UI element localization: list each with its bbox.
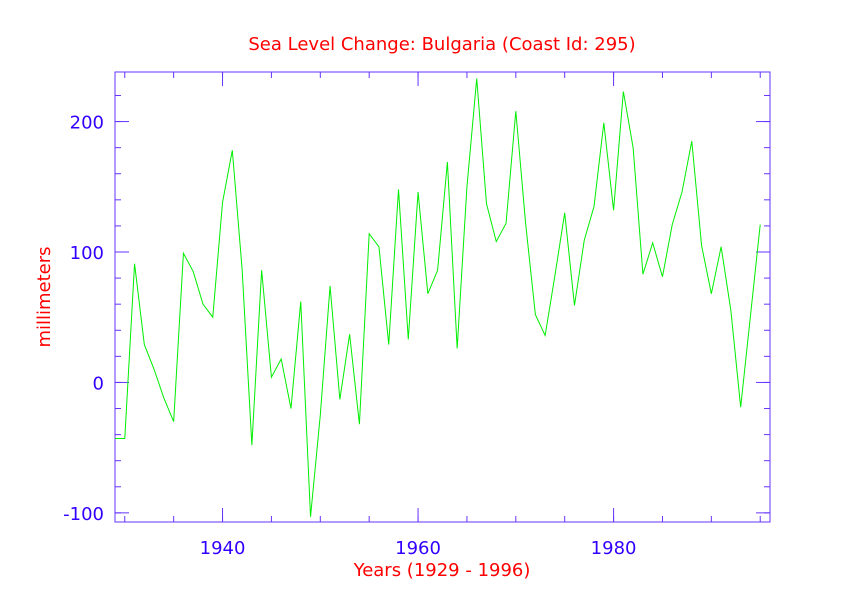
y-tick-label: 100 (70, 243, 104, 264)
x-tick-label: 1940 (200, 538, 246, 559)
x-tick-label: 1960 (395, 538, 441, 559)
x-tick-label: 1980 (591, 538, 637, 559)
y-tick-label: 200 (70, 113, 104, 134)
tick-labels: 1940 1960 1980 -100 0 100 200 (63, 113, 636, 559)
y-tick-label: -100 (63, 504, 104, 525)
chart-title: Sea Level Change: Bulgaria (Coast Id: 29… (248, 34, 635, 55)
x-axis-label: Years (1929 - 1996) (353, 560, 531, 581)
plot-frame (114, 71, 771, 523)
y-axis-label: millimeters (34, 246, 55, 347)
axis-ticks (115, 72, 770, 522)
y-tick-label: 0 (93, 373, 104, 394)
data-line (115, 78, 761, 517)
